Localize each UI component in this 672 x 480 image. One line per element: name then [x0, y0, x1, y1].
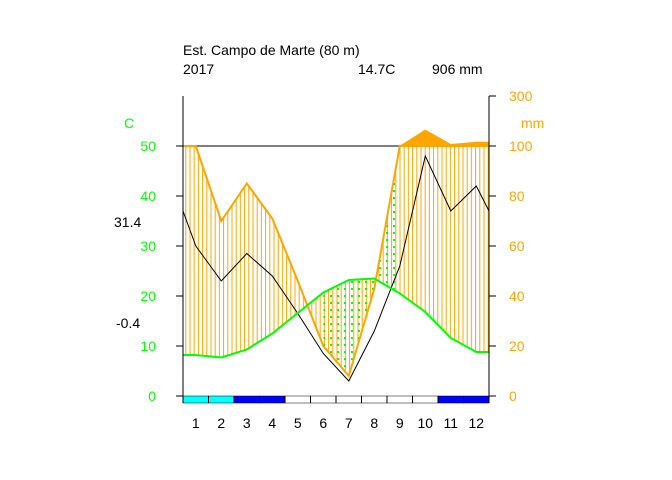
chart-year: 2017: [183, 61, 214, 77]
x-axis-month-label: 12: [468, 415, 484, 431]
frost-bar-month-1: [182, 395, 209, 404]
x-axis-month-label: 6: [319, 415, 327, 431]
frost-bar-month-3: [233, 395, 260, 404]
chart-title: Est. Campo de Marte (80 m): [183, 42, 360, 58]
left-axis-tick-label: 50: [140, 138, 156, 154]
dry-season-area: [323, 146, 400, 376]
excess-precip-area: [183, 129, 489, 146]
temperature-line: [183, 277, 489, 359]
x-axis-month-label: 5: [294, 415, 302, 431]
total-precip-label: 906 mm: [432, 61, 483, 77]
mean-temp-label: 14.7C: [358, 61, 395, 77]
x-axis-month-label: 9: [396, 415, 404, 431]
right-axis-tick-label: 300: [509, 88, 533, 104]
frost-bar-month-5: [284, 395, 311, 404]
x-axis-month-label: 3: [243, 415, 251, 431]
x-axis-month-label: 8: [370, 415, 378, 431]
frost-bar-month-2: [208, 395, 235, 404]
x-axis-month-label: 2: [217, 415, 225, 431]
x-axis-month-label: 1: [192, 415, 200, 431]
frost-bar-month-11: [437, 395, 464, 404]
right-axis-tick-label: 0: [509, 388, 517, 404]
right-axis-unit: mm: [521, 115, 544, 131]
left-axis-tick-label: 40: [140, 188, 156, 204]
frost-bar-month-7: [335, 395, 362, 404]
min-temp-label: -0.4: [116, 315, 140, 331]
left-axis-tick-label: 30: [140, 238, 156, 254]
left-axis-tick-label: 10: [140, 338, 156, 354]
frost-bar-month-12: [463, 395, 490, 404]
left-axis-unit: C: [124, 115, 134, 131]
x-axis-month-label: 11: [443, 415, 458, 431]
right-axis-tick-label: 80: [509, 188, 525, 204]
left-axis-tick-label: 20: [140, 288, 156, 304]
right-axis-tick-label: 60: [509, 238, 525, 254]
right-axis-tick-label: 20: [509, 338, 525, 354]
secondary-line: [182, 154, 490, 382]
right-axis-tick-label: 40: [509, 288, 525, 304]
frost-bar-month-6: [310, 395, 337, 404]
right-axis-tick-label: 100: [509, 138, 533, 154]
frost-bar-month-9: [386, 395, 413, 404]
precipitation-line: [183, 145, 489, 379]
x-axis-month-label: 7: [345, 415, 353, 431]
x-axis-month-label: 4: [268, 415, 276, 431]
frost-bar-month-8: [361, 395, 388, 404]
left-axis-tick-label: 0: [148, 388, 156, 404]
frost-bar-month-10: [412, 395, 439, 404]
max-temp-label: 31.4: [114, 214, 141, 230]
x-axis-month-label: 10: [417, 415, 433, 431]
frost-bar-month-4: [259, 395, 286, 404]
